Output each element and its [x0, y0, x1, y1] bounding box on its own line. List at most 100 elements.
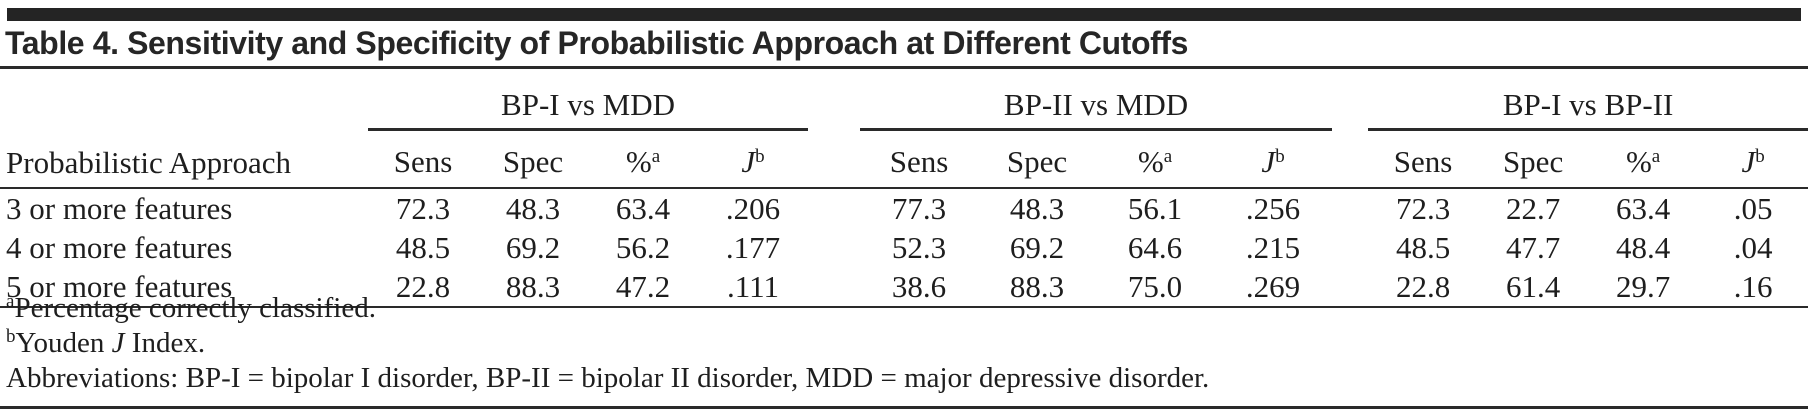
footnote-b-text-end: Index. — [124, 327, 206, 359]
footnote-marker-b: b — [755, 145, 765, 167]
footnote-marker-b: b — [6, 325, 16, 347]
row-label: 4 or more features — [6, 229, 233, 265]
col-header-label: % — [1625, 144, 1652, 179]
col-header-label: Spec — [502, 144, 564, 179]
footnote-b: bYouden J Index. — [6, 326, 1209, 361]
group-spacer — [1332, 267, 1369, 308]
col-header-j: Jb — [1214, 129, 1333, 189]
group-header-bp1-vs-bp2: BP-I vs BP-II — [1368, 72, 1808, 131]
group-spacer — [808, 228, 860, 267]
group-spacer — [808, 267, 861, 308]
title-divider-rule — [0, 66, 1808, 69]
table-cell: 61.4 — [1478, 267, 1589, 308]
table-cell: 48.5 — [1395, 229, 1451, 265]
table-cell: 56.2 — [615, 229, 671, 265]
table-cell: 48.5 — [395, 229, 451, 265]
table-row-5-or-more: 5 or more features 22.8 88.3 47.2 .111 3… — [0, 267, 1808, 308]
table-top-bar — [7, 8, 1801, 21]
col-header-label: J — [1261, 144, 1276, 179]
col-header-spec: Spec — [978, 129, 1097, 189]
column-header-row: Sens Spec %a Jb Sens Spec %a Jb Sens Spe… — [0, 129, 1808, 189]
group-spacer — [808, 129, 861, 189]
table-cell: 47.2 — [588, 267, 698, 308]
table-cell: .215 — [1245, 229, 1301, 265]
footnote-marker-a: a — [1163, 145, 1173, 167]
footnote-marker-a: a — [651, 145, 661, 167]
results-table: Probabilistic Approach BP-I vs MDD BP-II… — [0, 72, 1808, 308]
col-header-label: Spec — [1006, 144, 1068, 179]
table-cell: 48.3 — [1009, 190, 1065, 226]
table-cell: 64.6 — [1127, 229, 1183, 265]
table-cell: 72.3 — [1395, 190, 1451, 226]
col-header-label: % — [1137, 144, 1164, 179]
group-header-row: Probabilistic Approach BP-I vs MDD BP-II… — [0, 72, 1808, 189]
footnote-marker-a: a — [1651, 145, 1661, 167]
abbreviations-text: Abbreviations: BP-I = bipolar I disorder… — [6, 362, 1210, 394]
footnote-marker-b: b — [1755, 145, 1765, 167]
footnote-marker-b: b — [1275, 145, 1285, 167]
row-label: 5 or more features — [0, 267, 368, 308]
table-cell: 56.1 — [1127, 190, 1183, 226]
col-header-label: Sens — [393, 144, 453, 179]
table-cell: 47.7 — [1505, 229, 1561, 265]
footnote-b-text: Youden — [15, 327, 112, 359]
table-cell: .111 — [698, 267, 809, 308]
table-cell: 72.3 — [395, 190, 451, 226]
col-header-spec: Spec — [478, 129, 588, 189]
table-cell: 22.8 — [368, 267, 478, 308]
table-cell: 48.3 — [505, 190, 561, 226]
table-title: Table 4. Sensitivity and Specificity of … — [5, 25, 1189, 61]
footnote-b-italic-j: J — [111, 327, 125, 359]
table-cell: 22.7 — [1505, 190, 1561, 226]
table-cell: 63.4 — [615, 190, 671, 226]
col-header-label: Sens — [1393, 144, 1453, 179]
table-cell: 88.3 — [478, 267, 588, 308]
col-header-label: Spec — [1502, 144, 1564, 179]
table-cell: 48.4 — [1615, 229, 1671, 265]
col-header-j: Jb — [698, 129, 809, 189]
group-spacer — [808, 188, 860, 228]
col-header-spec: Spec — [1478, 129, 1589, 189]
table-cell: 63.4 — [1615, 190, 1671, 226]
bottom-divider-rule — [0, 406, 1808, 409]
table-cell: .256 — [1245, 190, 1301, 226]
col-header-pct: %a — [1096, 129, 1215, 189]
col-header-label: J — [1741, 144, 1756, 179]
row-label: 3 or more features — [6, 190, 233, 226]
col-header-sens: Sens — [1368, 129, 1479, 189]
table-cell: 29.7 — [1588, 267, 1699, 308]
col-header-pct: %a — [1588, 129, 1699, 189]
footnote-a: aPercentage correctly classified. — [6, 291, 1209, 326]
table-cell: .05 — [1733, 190, 1773, 226]
group-spacer — [1332, 72, 1368, 130]
table-cell: 75.0 — [1096, 267, 1215, 308]
table-cell: 69.2 — [505, 229, 561, 265]
col-header-label: Sens — [889, 144, 949, 179]
group-header-bp1-vs-mdd: BP-I vs MDD — [368, 72, 809, 131]
table-cell: .177 — [725, 229, 781, 265]
table-row-4-or-more: 4 or more features 48.5 69.2 56.2 .177 5… — [0, 228, 1808, 267]
col-header-label: J — [741, 144, 756, 179]
footnotes: aPercentage correctly classified. bYoude… — [6, 291, 1209, 396]
footnote-a-text: Percentage correctly classified. — [14, 292, 376, 324]
table-cell: 22.8 — [1368, 267, 1479, 308]
group-spacer — [1332, 129, 1369, 189]
table-cell: 77.3 — [891, 190, 947, 226]
col-header-j: Jb — [1698, 129, 1808, 189]
table-cell: .206 — [725, 190, 781, 226]
group-header-bp2-vs-mdd: BP-II vs MDD — [860, 72, 1333, 131]
table-cell: 88.3 — [978, 267, 1097, 308]
col-header-sens: Sens — [860, 129, 979, 189]
footnote-marker-a: a — [6, 290, 15, 312]
col-header-label: % — [625, 144, 652, 179]
group-spacer — [1332, 228, 1368, 267]
table-cell: .16 — [1698, 267, 1808, 308]
table-row-3-or-more: 3 or more features 72.3 48.3 63.4 .206 7… — [0, 188, 1808, 228]
group-spacer — [1332, 188, 1368, 228]
table-cell: 69.2 — [1009, 229, 1065, 265]
table-cell: 52.3 — [891, 229, 947, 265]
table-cell: 38.6 — [860, 267, 979, 308]
row-header-probabilistic-approach: Probabilistic Approach — [0, 72, 368, 189]
footnote-abbreviations: Abbreviations: BP-I = bipolar I disorder… — [6, 361, 1209, 396]
